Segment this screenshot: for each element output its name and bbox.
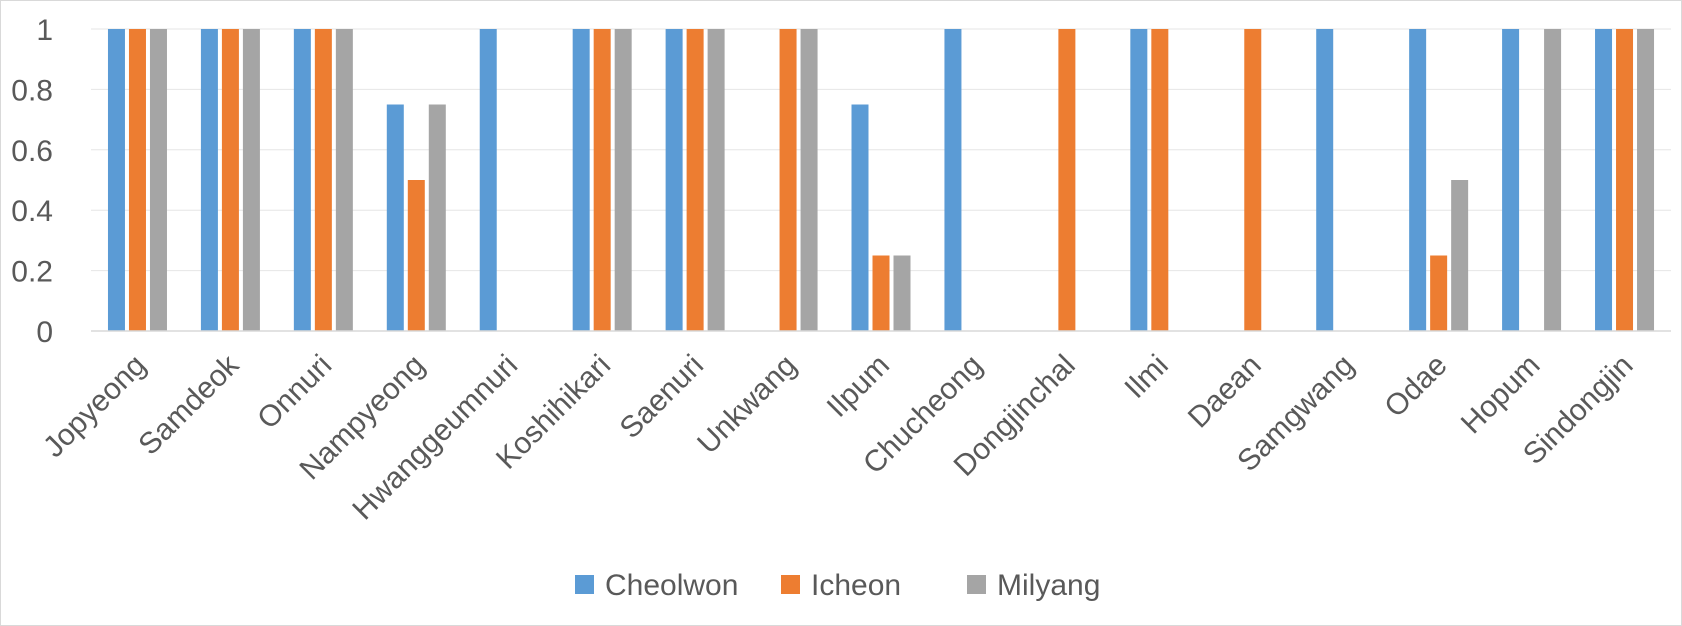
bar-cheolwon-hwanggeumnuri bbox=[479, 29, 497, 331]
y-tick-label: 0.8 bbox=[11, 74, 53, 107]
y-tick-label: 0.6 bbox=[11, 135, 53, 168]
x-category-label: Onnuri bbox=[251, 349, 338, 436]
y-tick-label: 0.4 bbox=[11, 195, 53, 228]
gridlines bbox=[91, 28, 1671, 272]
bar-milyang-sindongjin bbox=[1637, 29, 1655, 331]
bar-icheon-dongjinchal bbox=[1058, 29, 1076, 331]
bar-cheolwon-nampyeong bbox=[386, 104, 404, 331]
bars bbox=[107, 29, 1655, 331]
bar-icheon-koshihikari bbox=[593, 29, 611, 331]
x-category-label: Unkwang bbox=[691, 349, 803, 461]
bar-milyang-koshihikari bbox=[614, 29, 632, 331]
bar-icheon-ilmi bbox=[1151, 29, 1169, 331]
bar-milyang-odae bbox=[1451, 180, 1469, 331]
bar-milyang-unkwang bbox=[800, 29, 818, 331]
bar-milyang-hopum bbox=[1544, 29, 1562, 331]
x-category-label: Jopyeong bbox=[37, 349, 152, 464]
bar-cheolwon-hopum bbox=[1502, 29, 1520, 331]
y-tick-label: 0 bbox=[36, 316, 53, 349]
bar-icheon-ilpum bbox=[872, 255, 890, 331]
bar-icheon-sindongjin bbox=[1616, 29, 1634, 331]
bar-cheolwon-jopyeong bbox=[107, 29, 125, 331]
bar-cheolwon-ilmi bbox=[1130, 29, 1148, 331]
bar-milyang-onnuri bbox=[335, 29, 353, 331]
y-tick-label: 1 bbox=[36, 14, 53, 47]
bar-cheolwon-sindongjin bbox=[1595, 29, 1613, 331]
legend-swatch-icheon bbox=[781, 575, 800, 594]
x-category-label: Ilmi bbox=[1118, 349, 1174, 405]
x-category-label: Hwanggeumnuri bbox=[346, 349, 524, 527]
bar-cheolwon-samdeok bbox=[200, 29, 218, 331]
bar-cheolwon-onnuri bbox=[293, 29, 311, 331]
bar-cheolwon-samgwang bbox=[1316, 29, 1334, 331]
x-category-label: Odae bbox=[1378, 349, 1453, 424]
x-category-label: Daean bbox=[1182, 349, 1268, 435]
bar-icheon-jopyeong bbox=[128, 29, 146, 331]
bar-icheon-nampyeong bbox=[407, 180, 425, 331]
legend-label-cheolwon: Cheolwon bbox=[605, 569, 738, 602]
x-category-label: Samdeok bbox=[132, 348, 246, 462]
y-tick-label: 0.2 bbox=[11, 256, 53, 289]
bar-milyang-ilpum bbox=[893, 255, 911, 331]
legend-label-icheon: Icheon bbox=[811, 569, 901, 602]
legend-label-milyang: Milyang bbox=[997, 569, 1100, 602]
x-category-label: Ilpum bbox=[821, 349, 896, 424]
legend-swatch-cheolwon bbox=[575, 575, 594, 594]
legend: Cheolwon Icheon Milyang bbox=[575, 569, 1100, 602]
bar-icheon-odae bbox=[1430, 255, 1448, 331]
bar-milyang-samdeok bbox=[242, 29, 260, 331]
y-axis-tick-labels: 0 0.2 0.4 0.6 0.8 1 bbox=[11, 14, 53, 349]
bar-icheon-daean bbox=[1244, 29, 1262, 331]
bar-icheon-samdeok bbox=[221, 29, 239, 331]
bar-cheolwon-saenuri bbox=[665, 29, 683, 331]
bar-icheon-onnuri bbox=[314, 29, 332, 331]
bar-milyang-nampyeong bbox=[428, 104, 446, 331]
bar-milyang-saenuri bbox=[707, 29, 725, 331]
x-category-label: Saenuri bbox=[614, 349, 710, 445]
bar-cheolwon-odae bbox=[1409, 29, 1427, 331]
legend-swatch-milyang bbox=[967, 575, 986, 594]
bar-milyang-jopyeong bbox=[149, 29, 167, 331]
bar-icheon-unkwang bbox=[779, 29, 797, 331]
bar-icheon-saenuri bbox=[686, 29, 704, 331]
x-category-label: Hopum bbox=[1455, 349, 1547, 441]
bar-cheolwon-koshihikari bbox=[572, 29, 590, 331]
bar-cheolwon-chucheong bbox=[944, 29, 962, 331]
bar-cheolwon-ilpum bbox=[851, 104, 869, 331]
